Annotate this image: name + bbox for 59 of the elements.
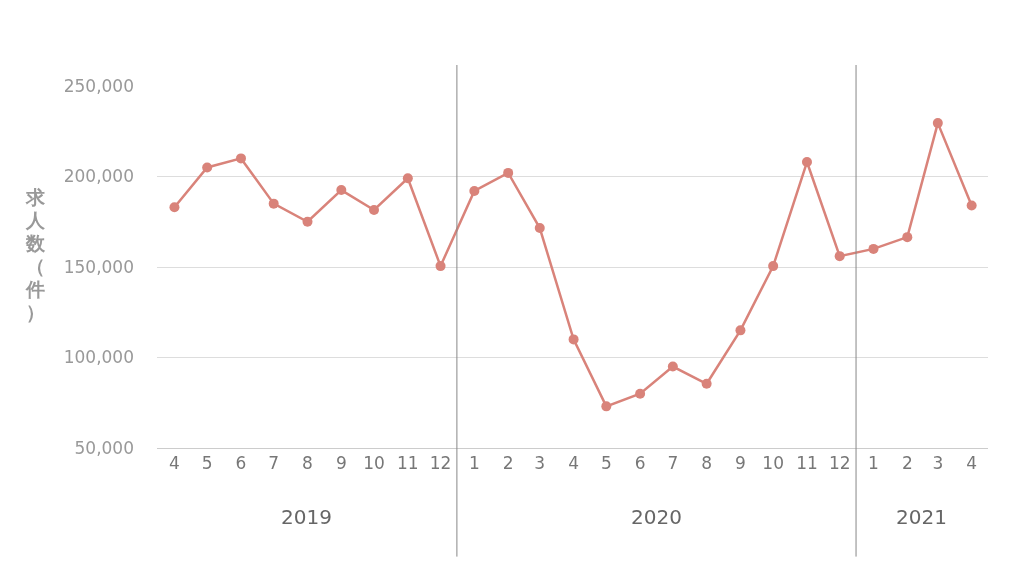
point <box>169 202 180 213</box>
point <box>369 204 380 215</box>
x-tick-label: 10 <box>762 453 784 474</box>
x-tick-label: 6 <box>634 453 646 474</box>
point <box>932 118 943 129</box>
x-tick-label: 1 <box>868 453 879 474</box>
y-tick-label: 100,000 <box>63 347 134 368</box>
x-tick-label: 11 <box>796 453 818 474</box>
point <box>801 157 812 168</box>
x-tick-label: 4 <box>169 453 180 474</box>
y-tick-label: 150,000 <box>63 256 134 277</box>
x-tick-label: 9 <box>735 453 746 474</box>
text: 2019 <box>281 505 332 529</box>
x-tick-label: 4 <box>966 453 978 474</box>
point <box>402 173 413 184</box>
x-tick-label: 10 <box>363 453 385 474</box>
x-tick-label: 12 <box>429 453 452 474</box>
y-axis-title: 求人数（件） <box>24 186 46 324</box>
point <box>435 261 446 272</box>
point <box>635 388 646 399</box>
point <box>834 251 845 262</box>
x-tick-label: 12 <box>828 453 851 474</box>
x-tick-label: 2 <box>901 453 913 474</box>
y-tick-label: 250,000 <box>63 75 134 96</box>
x-tick-label: 5 <box>201 453 213 474</box>
point <box>902 232 913 243</box>
point <box>336 185 347 196</box>
point <box>302 216 313 227</box>
x-tick-label: 9 <box>335 453 347 474</box>
point <box>202 162 213 173</box>
x-tick-label: 7 <box>268 453 280 474</box>
x-tick-label: 3 <box>534 453 546 474</box>
x-tick-label: 8 <box>302 453 313 474</box>
point <box>667 361 678 372</box>
point <box>701 378 712 389</box>
x-tick-label: 2 <box>502 453 514 474</box>
x-tick-label: 7 <box>667 453 679 474</box>
point <box>469 185 480 196</box>
point <box>601 401 612 412</box>
point <box>768 261 779 272</box>
point <box>568 334 579 345</box>
y-tick-label: 200,000 <box>63 166 134 187</box>
x-tick-label: 1 <box>468 453 480 474</box>
text: 2021 <box>896 505 947 529</box>
x-tick-label: 11 <box>397 453 419 474</box>
x-tick-label: 8 <box>701 453 713 474</box>
x-tick-label: 6 <box>235 453 247 474</box>
point <box>503 167 514 178</box>
point <box>235 153 246 164</box>
point <box>735 325 746 336</box>
point <box>868 243 879 254</box>
x-tick-label: 4 <box>568 453 579 474</box>
x-tick-label: 3 <box>932 453 944 474</box>
text: 2020 <box>631 505 682 529</box>
x-tick-label: 5 <box>600 453 612 474</box>
point <box>966 200 977 211</box>
point <box>268 198 279 209</box>
y-tick-label: 50,000 <box>74 437 134 458</box>
point <box>534 223 545 234</box>
